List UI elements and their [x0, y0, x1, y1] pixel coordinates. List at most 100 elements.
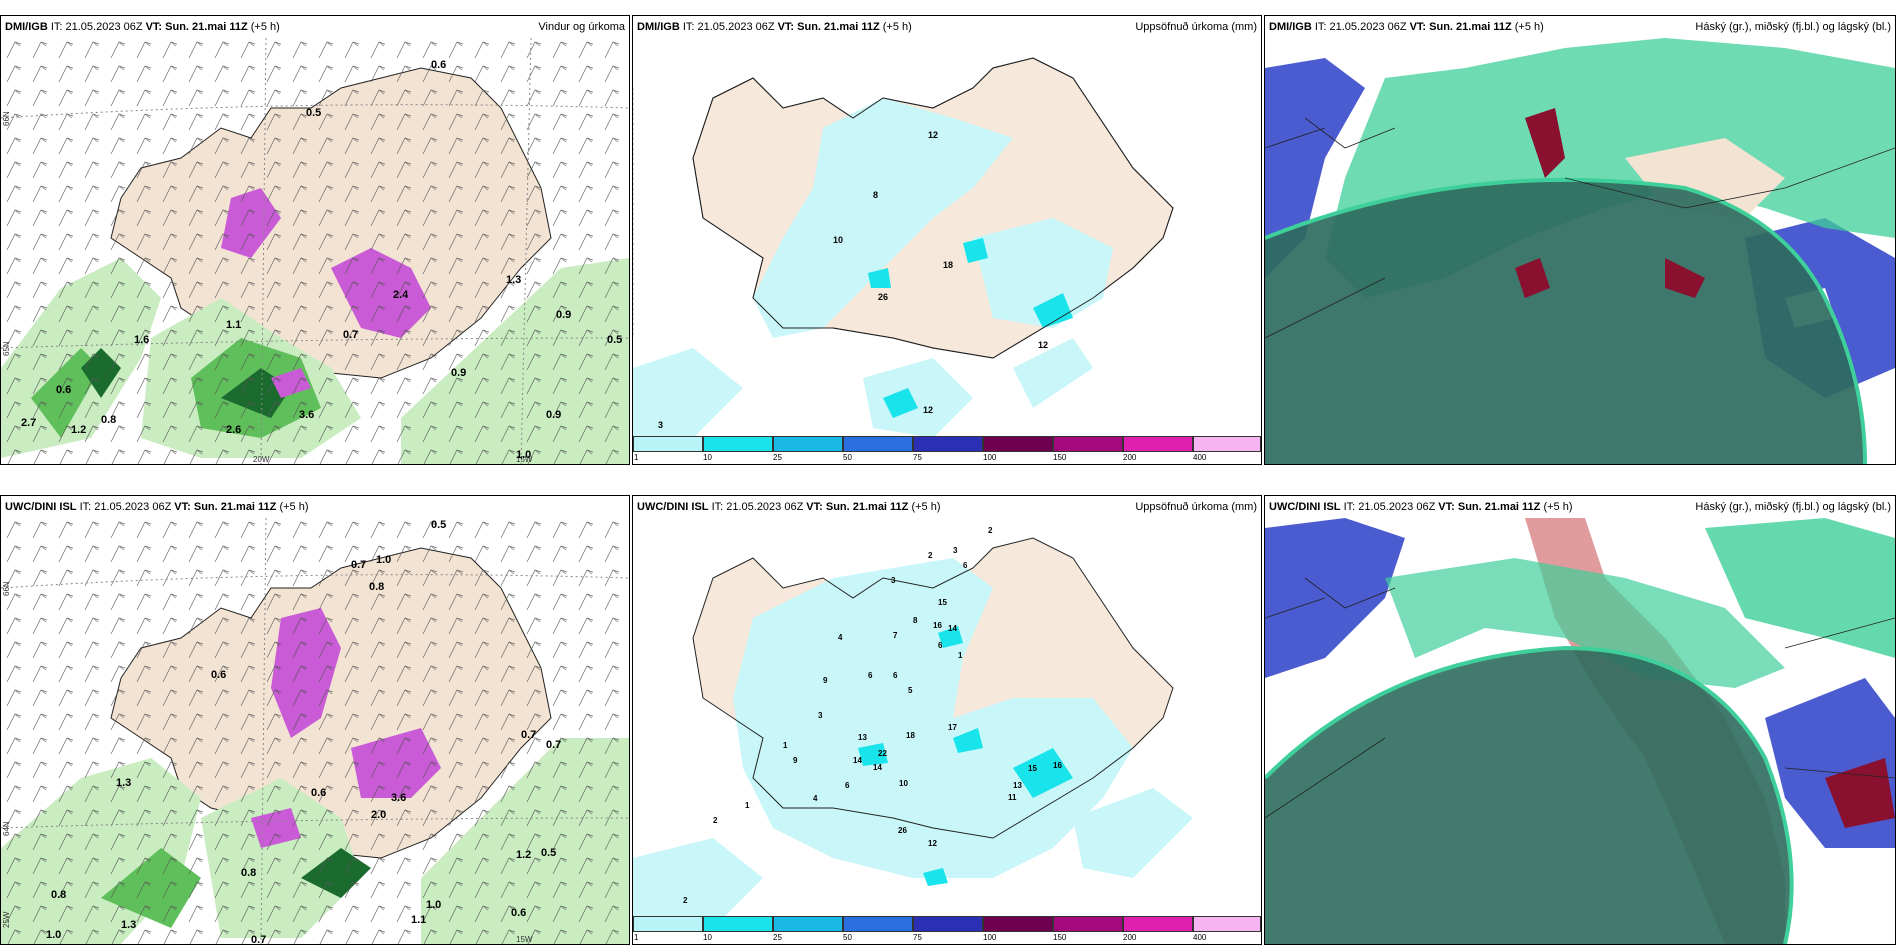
value-label: 0.6 [211, 669, 226, 681]
panel-wind-uwc: UWC/DINI ISL IT: 21.05.2023 06Z VT: Sun. … [0, 495, 630, 945]
init-time: IT: 21.05.2023 06Z [711, 501, 804, 513]
colorbar-tick: 150 [1053, 453, 1067, 462]
value-label: 0.8 [241, 867, 256, 879]
precip-value: 17 [948, 723, 957, 732]
panel-header: UWC/DINI ISL IT: 21.05.2023 06Z VT: Sun. … [633, 496, 1261, 518]
precip-value: 1 [958, 651, 963, 660]
precip-value: 6 [868, 671, 873, 680]
panel-title: Uppsöfnuð úrkoma (mm) [1135, 501, 1257, 513]
cloud-map-svg [1265, 518, 1895, 944]
precip-value: 15 [1028, 764, 1037, 773]
precip-value: 12 [928, 130, 938, 140]
colorbar-swatch [913, 916, 983, 932]
precip-value: 3 [658, 420, 663, 430]
colorbar-swatch [843, 436, 913, 452]
colorbar-tick: 50 [843, 933, 852, 942]
vt-label: VT: [145, 21, 163, 33]
wind-map-svg: 66N 65N 20W 15W 0.6 0.5 0.9 0.7 2.4 1.3 … [1, 38, 629, 464]
colorbar-swatch [983, 916, 1053, 932]
panel-title: Vindur og úrkoma [538, 21, 625, 33]
axis-label-lat66: 66N [2, 581, 11, 596]
value-label: 0.7 [251, 934, 266, 944]
precip-value: 12 [928, 839, 937, 848]
colorbar-swatch [983, 436, 1053, 452]
value-label: 1.1 [411, 914, 426, 926]
precip-value: 13 [1013, 781, 1022, 790]
precip-value: 5 [908, 686, 913, 695]
value-label: 0.7 [521, 729, 536, 741]
model-name: DMI/IGB [5, 21, 48, 33]
lead-time: (+5 h) [1514, 21, 1544, 33]
precip-value: 8 [913, 616, 918, 625]
wind-map-svg: 66N 64N 25W 15W 0.5 0.7 1.0 0.6 0.8 1.3 … [1, 518, 629, 944]
panel-precip-dmi: DMI/IGB IT: 21.05.2023 06Z VT: Sun. 21.ma… [632, 15, 1262, 465]
precip-value: 10 [833, 235, 843, 245]
colorbar-swatch [1053, 436, 1123, 452]
value-label: 1.0 [46, 929, 61, 941]
axis-label-lat64: 64N [2, 821, 11, 836]
precip-value: 26 [878, 292, 888, 302]
colorbar: 1 10 25 50 75 100 150 200 400 [633, 916, 1261, 944]
vt-label: VT: [1438, 501, 1455, 513]
value-label: 0.6 [511, 907, 526, 919]
panel-cloud-uwc: UWC/DINI ISL IT: 21.05.2023 06Z VT: Sun. … [1264, 495, 1896, 945]
colorbar-swatch [1193, 916, 1261, 932]
colorbar-tick: 200 [1123, 453, 1137, 462]
value-label: 3.6 [299, 409, 314, 421]
colorbar-tick: 100 [983, 453, 997, 462]
colorbar-tick: 75 [913, 453, 922, 462]
value-label: 1.3 [506, 274, 521, 286]
axis-label-lon15: 15W [516, 935, 533, 944]
colorbar-swatch [773, 916, 843, 932]
panel-title: Háský (gr.), miðský (fj.bl.) og lágský (… [1695, 21, 1891, 33]
colorbar: 1 10 25 50 75 100 150 200 400 [633, 436, 1261, 464]
value-label: 1.0 [426, 899, 441, 911]
precip-value: 13 [858, 733, 867, 742]
value-label: 0.5 [306, 107, 321, 119]
panel-title: Háský (gr.), miðský (fj.bl.) og lágský (… [1695, 501, 1891, 513]
value-label: 0.7 [351, 559, 366, 571]
value-label: 0.8 [51, 889, 66, 901]
value-label: 1.2 [516, 849, 531, 861]
precip-value: 8 [873, 190, 878, 200]
valid-time: Sun. 21.mai 11Z [193, 501, 277, 513]
value-label: 1.2 [71, 424, 86, 436]
precip-value: 14 [873, 763, 882, 772]
precip-value: 12 [1038, 340, 1048, 350]
map-precip-dmi: 12 8 10 18 26 12 12 3 [633, 38, 1261, 464]
vt-label: VT: [777, 21, 795, 33]
colorbar-tick: 25 [773, 933, 782, 942]
precip-value: 2 [928, 551, 933, 560]
precip-value: 10 [899, 779, 908, 788]
model-name: UWC/DINI ISL [5, 501, 77, 513]
colorbar-swatch [913, 436, 983, 452]
precip-value: 15 [938, 598, 947, 607]
value-label: 0.5 [541, 847, 556, 859]
precip-value: 6 [963, 561, 968, 570]
value-label: 0.9 [546, 409, 561, 421]
precip-value: 16 [1053, 761, 1062, 770]
precip-value: 2 [713, 816, 718, 825]
lead-time: (+5 h) [882, 21, 912, 33]
precip-map-svg: 2 2 3 3 15 8 16 14 6 4 7 6 1 9 3 6 6 5 1… [633, 518, 1261, 944]
panel-title: Uppsöfnuð úrkoma (mm) [1135, 21, 1257, 33]
colorbar-swatch [703, 436, 773, 452]
precip-value: 2 [683, 896, 688, 905]
model-name: UWC/DINI ISL [1269, 501, 1341, 513]
value-label: 2.4 [393, 289, 409, 301]
panel-wind-dmi: DMI/IGB IT: 21.05.2023 06Z VT: Sun. 21.ma… [0, 15, 630, 465]
init-time: IT: 21.05.2023 06Z [79, 501, 172, 513]
precip-value: 7 [893, 631, 898, 640]
map-cloud-uwc [1265, 518, 1895, 944]
precip-value: 6 [845, 781, 850, 790]
valid-time: Sun. 21.mai 11Z [825, 501, 909, 513]
precip-value: 14 [853, 756, 862, 765]
panel-header: DMI/IGB IT: 21.05.2023 06Z VT: Sun. 21.ma… [1265, 16, 1895, 38]
value-label: 0.9 [556, 309, 571, 321]
precip-value: 9 [823, 676, 828, 685]
lead-time: (+5 h) [250, 21, 280, 33]
value-label: 1.3 [116, 777, 131, 789]
colorbar-tick: 75 [913, 933, 922, 942]
model-name: DMI/IGB [637, 21, 680, 33]
lead-time: (+5 h) [279, 501, 309, 513]
